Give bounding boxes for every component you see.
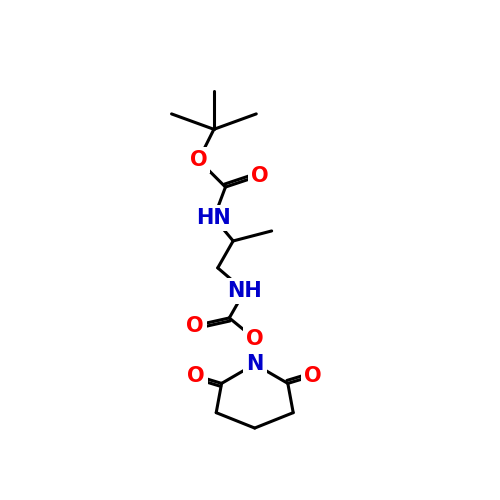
- Text: O: O: [186, 316, 204, 336]
- Text: O: O: [252, 166, 269, 186]
- Text: O: O: [246, 328, 264, 348]
- Text: O: O: [304, 366, 322, 386]
- Text: O: O: [190, 150, 208, 170]
- Text: HN: HN: [196, 208, 232, 228]
- Text: O: O: [188, 366, 205, 386]
- Text: NH: NH: [228, 281, 262, 301]
- Text: N: N: [246, 354, 264, 374]
